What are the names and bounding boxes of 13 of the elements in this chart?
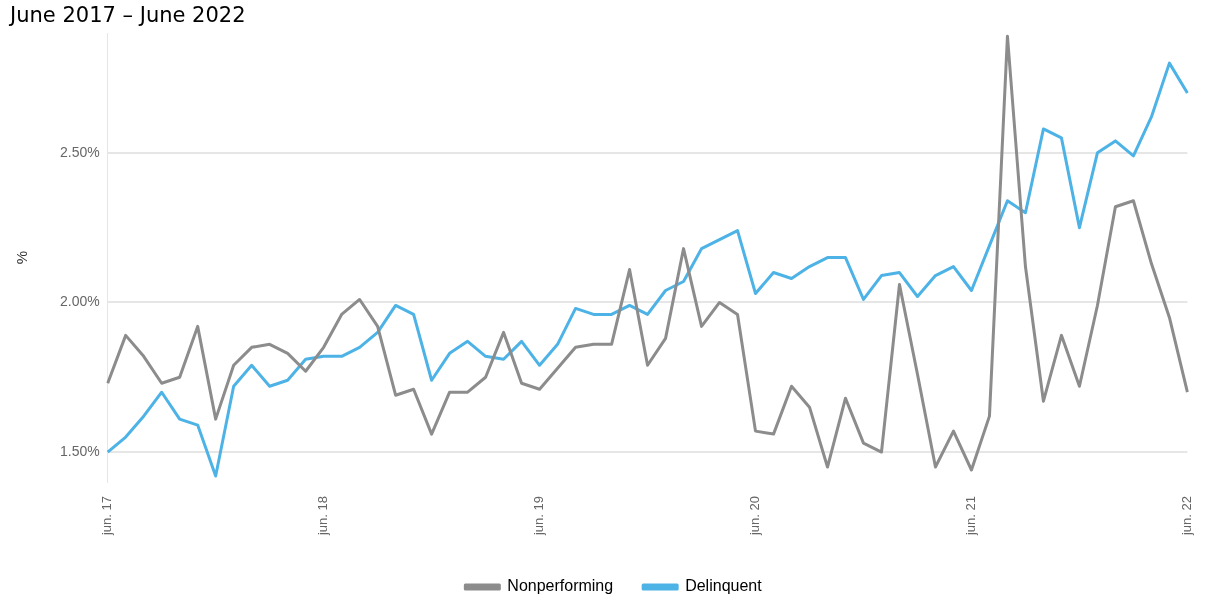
chart-subtitle: June 2017 – June 2022 bbox=[8, 3, 246, 28]
legend-label: Delinquent bbox=[685, 577, 763, 595]
x-tick-label: jun. 20 bbox=[747, 495, 763, 537]
legend-label: Nonperforming bbox=[507, 577, 614, 595]
x-tick-label: jun. 21 bbox=[963, 495, 979, 537]
x-tick-label: jun. 22 bbox=[1178, 495, 1194, 537]
x-tick-label: jun. 17 bbox=[99, 495, 115, 537]
y-tick-label: 2.00% bbox=[59, 293, 100, 310]
x-tick-label: jun. 19 bbox=[531, 495, 547, 537]
x-tick-label: jun. 18 bbox=[315, 495, 331, 537]
y-tick-label: 1.50% bbox=[59, 442, 100, 459]
y-axis-title: % bbox=[13, 250, 31, 265]
y-tick-label: 2.50% bbox=[59, 143, 100, 160]
